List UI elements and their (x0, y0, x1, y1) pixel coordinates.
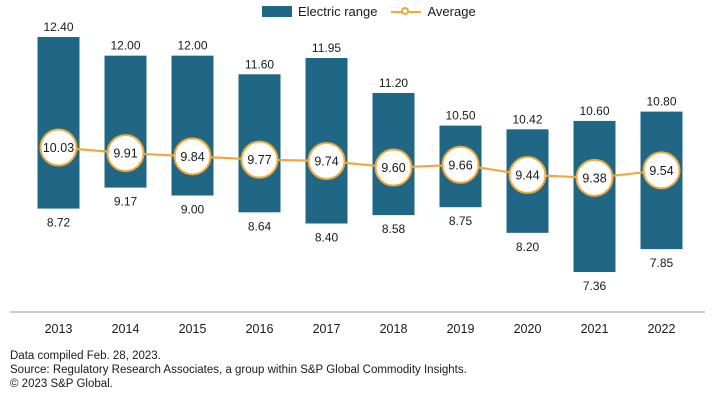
average-label-2017: 9.74 (314, 155, 338, 169)
x-tick-label-2021: 2021 (581, 322, 609, 336)
average-label-2020: 9.44 (515, 169, 539, 183)
average-line (58, 146, 662, 179)
high-label-2022: 10.80 (646, 95, 676, 109)
high-label-2019: 10.50 (445, 109, 475, 123)
average-marker-2017 (307, 142, 346, 181)
high-label-2016: 11.60 (245, 57, 274, 71)
x-tick-label-2019: 2019 (447, 322, 475, 336)
high-label-2013: 12.40 (43, 20, 73, 34)
legend-item-average: Average (391, 4, 476, 19)
high-label-2014: 12.00 (110, 39, 140, 53)
low-label-2016: 8.64 (248, 219, 272, 233)
average-label-2014: 9.91 (113, 147, 137, 161)
high-label-2018: 11.20 (379, 76, 408, 90)
average-marker-2018 (374, 148, 413, 187)
low-label-2017: 8.40 (315, 231, 339, 245)
average-marker-2013 (39, 128, 78, 167)
x-tick-label-2014: 2014 (112, 322, 140, 336)
average-label-2016: 9.77 (247, 153, 271, 167)
x-tick-label-2018: 2018 (380, 322, 408, 336)
low-label-2021: 7.36 (583, 279, 607, 293)
average-marker-2016 (240, 140, 279, 179)
average-marker-2020 (508, 156, 547, 195)
range-bar-2013 (37, 37, 80, 209)
average-marker-2014 (106, 134, 145, 173)
x-tick-label-2015: 2015 (179, 322, 207, 336)
average-marker-2015 (173, 137, 212, 176)
legend-bar-label: Electric range (298, 4, 378, 19)
footer-source: Source: Regulatory Research Associates, … (10, 364, 467, 376)
x-tick-label-2017: 2017 (313, 322, 341, 336)
average-label-2022: 9.54 (649, 164, 673, 178)
low-label-2013: 8.72 (47, 216, 71, 230)
high-label-2017: 11.95 (312, 41, 341, 55)
high-label-2020: 10.42 (512, 112, 542, 126)
low-label-2015: 9.00 (181, 203, 205, 217)
average-marker-2021 (575, 158, 614, 197)
legend-line-swatch (391, 6, 422, 18)
low-label-2022: 7.85 (650, 256, 674, 270)
legend-bar-swatch (262, 6, 292, 17)
footer-data-compiled: Data compiled Feb. 28, 2023. (10, 350, 161, 362)
high-label-2015: 12.00 (177, 39, 207, 53)
average-label-2013: 10.03 (43, 141, 74, 155)
average-label-2018: 9.60 (381, 161, 405, 175)
legend-line-label: Average (427, 4, 476, 19)
x-tick-label-2020: 2020 (514, 322, 542, 336)
legend: Electric range Average (262, 4, 490, 19)
footer-notes: Data compiled Feb. 28, 2023. Source: Reg… (10, 349, 467, 391)
average-label-2019: 9.66 (448, 158, 472, 172)
range-bar-2017 (305, 57, 348, 224)
average-label-2015: 9.84 (180, 150, 204, 164)
high-label-2021: 10.60 (579, 104, 609, 118)
average-marker-2019 (441, 145, 480, 184)
footer-copyright: © 2023 S&P Global. (10, 378, 113, 390)
low-label-2020: 8.20 (516, 240, 540, 254)
x-tick-label-2013: 2013 (45, 322, 73, 336)
low-label-2018: 8.58 (382, 222, 406, 236)
x-tick-label-2022: 2022 (648, 322, 676, 336)
average-marker-2022 (642, 151, 681, 190)
low-label-2014: 9.17 (114, 195, 138, 209)
x-tick-label-2016: 2016 (246, 322, 274, 336)
low-label-2019: 8.75 (449, 214, 473, 228)
legend-item-electric-range: Electric range (262, 4, 377, 19)
average-label-2021: 9.38 (582, 171, 606, 185)
